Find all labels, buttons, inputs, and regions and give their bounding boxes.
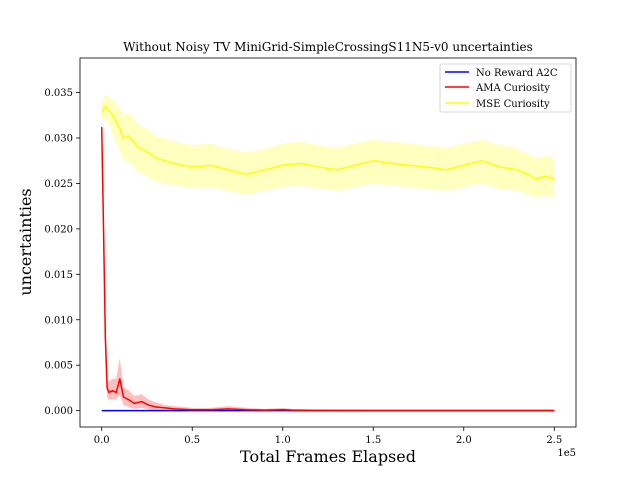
y-tick-label: 0.030 [44, 133, 73, 144]
series-line-mse-curiosity [101, 105, 555, 180]
legend-label-mse-curiosity: MSE Curiosity [476, 99, 550, 110]
x-tick-label: 2.0 [456, 435, 472, 446]
y-tick-label: 0.000 [44, 406, 73, 417]
x-tick-label: 1.0 [275, 435, 291, 446]
y-tick-label: 0.010 [44, 315, 73, 326]
x-tick-label: 0.0 [94, 435, 110, 446]
axes-frame [79, 57, 577, 428]
y-tick-label: 0.025 [44, 179, 73, 190]
legend: No Reward A2C AMA Curiosity MSE Curiosit… [439, 63, 572, 113]
chart-title: Without Noisy TV MiniGrid-SimpleCrossing… [123, 40, 533, 54]
legend-label-ama-curiosity: AMA Curiosity [475, 83, 550, 94]
x-tick-label: 2.5 [546, 435, 562, 446]
plot-area [100, 94, 555, 412]
band-mse-curiosity [101, 94, 555, 198]
x-offset-label: 1e5 [557, 448, 576, 459]
y-tick-label: 0.020 [44, 224, 73, 235]
legend-box [439, 63, 572, 113]
x-tick-label: 0.5 [184, 435, 200, 446]
y-tick-label: 0.015 [44, 270, 73, 281]
series-line-ama-curiosity [100, 127, 555, 412]
x-tick-label: 1.5 [365, 435, 381, 446]
y-tick-label: 0.005 [44, 361, 73, 372]
y-axis: 0.000 0.005 0.010 0.015 0.020 0.025 0.030 0.035 [44, 88, 80, 417]
legend-label-no-reward-a2c: No Reward A2C [476, 68, 558, 79]
y-axis-label: uncertainties [16, 188, 35, 295]
x-axis: 0.0 0.5 1.0 1.5 2.0 2.5 [94, 427, 562, 446]
y-tick-label: 0.035 [44, 88, 73, 99]
x-axis-label: Total Frames Elapsed [240, 447, 416, 466]
